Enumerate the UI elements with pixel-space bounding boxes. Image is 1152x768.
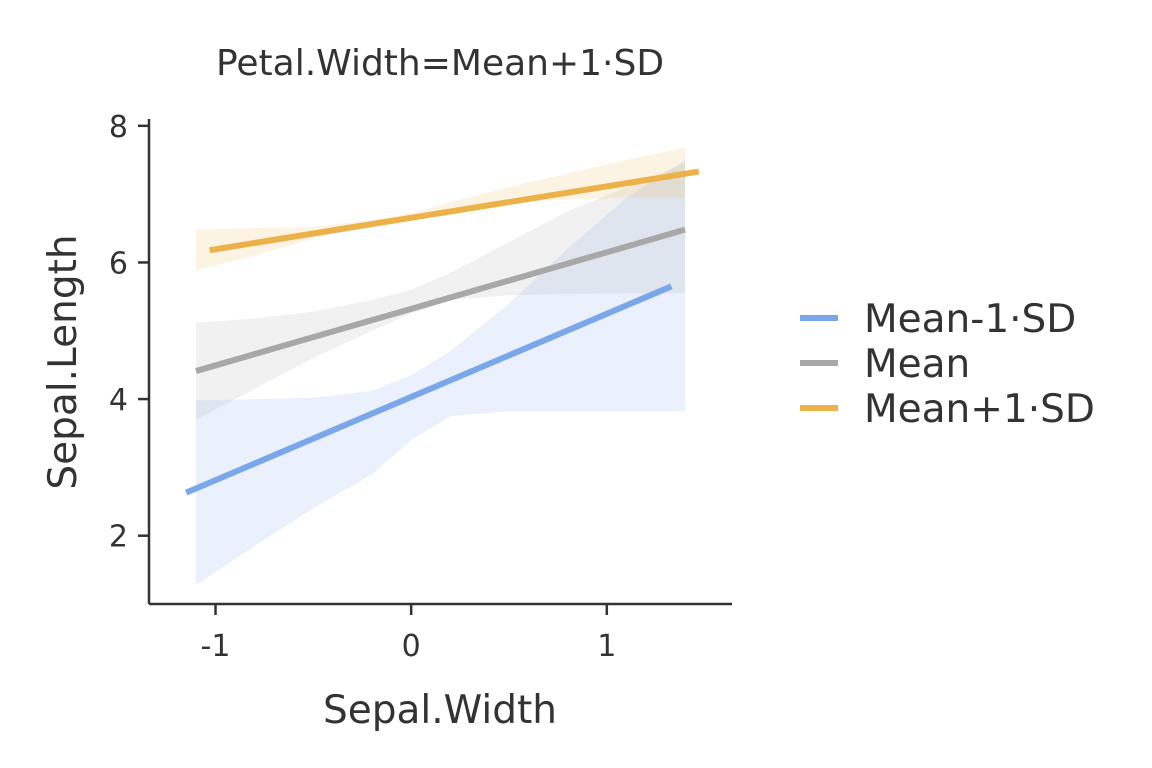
x-tick-label: -1 <box>201 629 231 664</box>
legend-label: Mean+1·SD <box>864 387 1095 432</box>
legend-item-mean-1-sd: Mean+1·SD <box>800 387 1095 432</box>
series-lines <box>184 168 700 496</box>
y-tick-label: 8 <box>109 110 128 145</box>
chart-title: Petal.Width=Mean+1·SD <box>216 43 664 84</box>
x-axis-title: Sepal.Width <box>323 688 557 733</box>
series-line-mean-1-sd <box>184 283 673 496</box>
legend-item-mean: Mean <box>800 342 970 387</box>
x-axis-ticks: -1 0 1 <box>201 604 616 664</box>
legend-item-mean-1-sd: Mean-1·SD <box>800 297 1076 342</box>
series-line-mean-1-sd <box>209 168 700 254</box>
x-tick-label: 0 <box>402 629 421 664</box>
x-tick-label: 1 <box>597 629 616 664</box>
ribbon-mean <box>196 163 685 420</box>
legend-label: Mean-1·SD <box>864 297 1076 342</box>
y-axis-title: Sepal.Length <box>41 234 86 489</box>
axes <box>147 119 732 606</box>
y-tick-label: 2 <box>109 520 128 555</box>
y-axis-ticks: 2 4 6 8 <box>109 110 149 555</box>
legend-label: Mean <box>864 342 970 387</box>
series-line-mean <box>195 226 686 374</box>
y-tick-label: 6 <box>109 246 128 281</box>
ribbon-mean-1-sd <box>196 147 685 271</box>
y-tick-label: 4 <box>109 383 128 418</box>
